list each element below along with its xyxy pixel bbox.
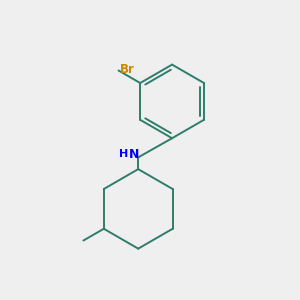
Text: N: N (129, 148, 140, 161)
Text: H: H (119, 149, 129, 159)
Text: Br: Br (120, 63, 135, 76)
